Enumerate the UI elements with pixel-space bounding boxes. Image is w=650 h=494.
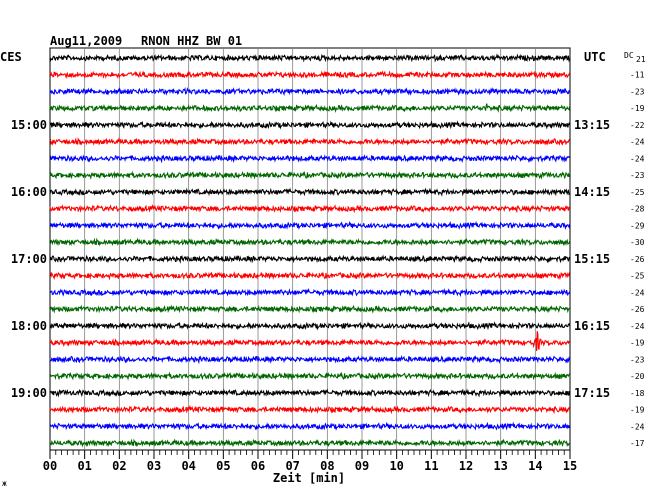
trace-line-20	[49, 388, 571, 398]
x-tick-label: 03	[147, 459, 161, 473]
left-hour-label: 19:00	[11, 386, 47, 400]
x-tick-label: 15	[563, 459, 577, 473]
chart-date: Aug11,2009	[50, 34, 122, 48]
trace-line-5	[49, 137, 570, 146]
dc-offset-label: -20	[630, 372, 645, 381]
trace-line-21	[49, 404, 571, 415]
left-hour-label: 15:00	[11, 118, 47, 132]
x-tick-label: 09	[355, 459, 369, 473]
left-hour-label: 17:00	[11, 252, 47, 266]
trace-line-13	[49, 270, 571, 281]
x-tick-label: 06	[251, 459, 265, 473]
dc-offset-label: -26	[630, 305, 645, 314]
trace-line-16	[49, 321, 571, 331]
x-tick-label: 00	[43, 459, 57, 473]
trace-line-6	[49, 154, 571, 164]
right-hour-label: 16:15	[574, 319, 610, 333]
trace-line-3	[49, 103, 571, 113]
chart-station: RNON HHZ BW 01	[141, 34, 242, 48]
dc-offset-label: -22	[630, 121, 645, 130]
trace-line-2	[49, 86, 571, 97]
dc-offset-label: -24	[630, 154, 645, 163]
right-hour-label: 17:15	[574, 386, 610, 400]
x-tick-label: 10	[389, 459, 403, 473]
dc-offset-label: -24	[630, 422, 645, 431]
dc-offset-label: -23	[630, 355, 645, 364]
left-timezone-label: CES	[0, 50, 22, 64]
dc-offset-label: -23	[630, 171, 645, 180]
dc-offset-label: -24	[630, 322, 645, 331]
dc-label: DC	[624, 51, 634, 60]
trace-line-1	[49, 70, 571, 80]
dc-offset-label: -19	[630, 339, 645, 348]
dc-offset-label: -28	[630, 205, 645, 214]
trace-line-9	[49, 204, 571, 214]
trace-line-12	[49, 254, 571, 264]
dc-offset-label: -24	[630, 288, 645, 297]
right-hour-label: 13:15	[574, 118, 610, 132]
x-tick-label: 02	[112, 459, 126, 473]
dc-offset-label: -17	[630, 439, 645, 448]
x-tick-label: 04	[181, 459, 195, 473]
dc-offset-label: -25	[630, 188, 645, 197]
x-tick-label: 12	[459, 459, 473, 473]
trace-line-22	[49, 421, 571, 431]
x-tick-label: 05	[216, 459, 230, 473]
x-axis-label: Zeit [min]	[273, 471, 345, 485]
dc-offset-label: -23	[630, 87, 645, 96]
trace-line-4	[49, 120, 571, 130]
dc-offset-label: -19	[630, 104, 645, 113]
x-tick-label: 01	[77, 459, 91, 473]
dc-offset-label: -25	[630, 272, 645, 281]
right-timezone-label: UTC	[584, 50, 606, 64]
left-hour-label: 18:00	[11, 319, 47, 333]
trace-line-23	[49, 438, 570, 448]
corner-mark: ж	[2, 479, 7, 488]
dc-offset-label: -26	[630, 255, 645, 264]
dc-offset-label: -18	[630, 389, 645, 398]
trace-line-17	[49, 331, 570, 352]
x-tick-label: 11	[424, 459, 438, 473]
trace-line-10	[49, 220, 571, 231]
trace-line-0	[49, 53, 571, 63]
trace-line-15	[49, 304, 570, 314]
trace-line-19	[49, 371, 571, 381]
dc-offset-label: -24	[630, 138, 645, 147]
dc-offset-label: -29	[630, 221, 645, 230]
trace-line-8	[49, 187, 570, 197]
dc-offset-label: -30	[630, 238, 645, 247]
trace-line-18	[49, 354, 571, 365]
x-tick-label: 14	[528, 459, 542, 473]
dc-first-value: 21	[636, 55, 646, 64]
dc-offset-label: -19	[630, 406, 645, 415]
trace-line-14	[49, 287, 571, 298]
hour-labels: 15:00 16:00 17:00 18:00 19:00 13:15 14:15 15:15…	[11, 71, 645, 448]
trace-line-7	[49, 170, 571, 181]
x-axis: 00 01 02 03 04 05 06 07 08 09 10 11 12 13 14 15	[43, 450, 577, 473]
x-tick-label: 08	[320, 459, 334, 473]
x-tick-label: 07	[285, 459, 299, 473]
dc-offset-label: -11	[630, 71, 645, 80]
trace-line-11	[49, 237, 571, 247]
x-tick-label: 13	[493, 459, 507, 473]
right-hour-label: 14:15	[574, 185, 610, 199]
left-hour-label: 16:00	[11, 185, 47, 199]
right-hour-label: 15:15	[574, 252, 610, 266]
seismic-traces	[49, 53, 571, 448]
